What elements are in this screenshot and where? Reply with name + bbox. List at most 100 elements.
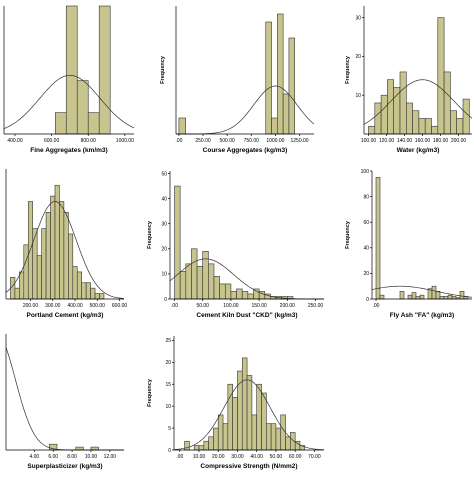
x-tick-label: 400.00 — [67, 303, 83, 309]
y-tick-label: 10 — [161, 272, 167, 278]
y-tick-label: 5 — [168, 426, 171, 432]
chart-svg: .00 50.00 100.00 150.00 200.00 250.00 0 10 20 30 4… — [147, 171, 324, 319]
x-tick-label: 100.00 — [361, 138, 377, 144]
x-tick-label: 200.00 — [451, 138, 467, 144]
histogram-bar — [213, 276, 220, 300]
histogram-bar — [179, 271, 187, 300]
x-tick-label: 120.00 — [379, 138, 395, 144]
histogram-bar — [380, 94, 388, 135]
histogram-bar — [87, 112, 100, 135]
y-tick-label: 15 — [165, 382, 171, 388]
x-tick-label: 400.00 — [7, 138, 23, 144]
x-tick-label: 40.00 — [250, 454, 263, 460]
histogram-bar — [447, 294, 453, 300]
chart-svg: 100.00 120.00 140.00 160.00 180.00 200.00 10 20… — [345, 6, 473, 154]
histogram-course-aggregates: .00 250.00 500.00 750.00 1000.00 1250.00 Cours… — [146, 0, 324, 158]
y-tick-label: 25 — [165, 338, 171, 344]
histogram-bar — [184, 440, 190, 451]
y-tick-label: 30 — [161, 222, 167, 228]
histogram-bar — [41, 228, 47, 300]
chart-svg: 200.00 300.00 400.00 500.00 600.00 Portland C… — [5, 169, 127, 319]
x-axis-label: Superplasticizer (kg/m3) — [27, 463, 102, 470]
histogram-bar — [393, 87, 401, 135]
histogram-bar — [419, 294, 425, 300]
histogram-bar — [99, 293, 105, 300]
histogram-bar — [198, 445, 205, 451]
y-axis-label: Frequency — [345, 55, 351, 84]
histogram-bar — [81, 282, 87, 300]
histogram-bar — [90, 287, 96, 300]
chart-svg: .00 250.00 500.00 750.00 1000.00 1250.00Cours… — [160, 6, 315, 154]
y-tick-label: 100 — [361, 169, 370, 175]
histogram-compressive-strength: .00 10.00 20.00 30.00 40.00 50.00 60.00 70.00 0 5… — [144, 328, 330, 474]
histogram-bar — [451, 296, 457, 300]
histogram-bar — [203, 440, 209, 451]
y-axis-label: Frequency — [345, 220, 351, 249]
histogram-bar — [241, 291, 249, 300]
x-tick-label: 250.00 — [308, 303, 324, 309]
histogram-bar — [439, 296, 445, 300]
x-tick-label: 4.00 — [29, 454, 39, 460]
chart-svg: 400.00 600.00 800.00 1000.00 Fine Aggregates… — [3, 5, 135, 154]
histogram-bar — [431, 125, 439, 135]
histogram-portland-cement: 200.00 300.00 400.00 500.00 600.00 Portland C… — [0, 163, 130, 323]
histogram-bar — [232, 397, 238, 451]
x-axis-label: Fine Aggregates (km/m3) — [30, 147, 107, 154]
chart-svg: .00 0 20 40 60 80 100 Fly Ash "FA" (kg/m3) Frequ… — [345, 169, 473, 319]
histogram-bar — [406, 102, 413, 135]
histogram-bar — [94, 293, 100, 300]
x-tick-label: 140.00 — [397, 138, 413, 144]
histogram-bar — [76, 80, 89, 135]
histogram-bar — [443, 296, 449, 300]
histogram-bar — [19, 271, 25, 300]
histogram-bar — [191, 248, 198, 300]
x-tick-label: 750.00 — [244, 138, 260, 144]
histogram-bar — [253, 288, 260, 300]
histogram-fine-aggregates: 400.00 600.00 800.00 1000.00 Fine Aggregates… — [0, 0, 140, 158]
y-tick-label: 0 — [168, 448, 171, 454]
y-tick-label: 80 — [363, 194, 369, 200]
histogram-bar — [246, 375, 253, 451]
histogram-bar — [374, 102, 382, 135]
normal-curve — [173, 379, 325, 451]
histogram-bar — [282, 93, 290, 135]
x-tick-label: 160.00 — [415, 138, 431, 144]
x-tick-label: .00 — [373, 303, 380, 309]
x-axis-label: Compressive Strength (N/mm2) — [200, 463, 297, 470]
histogram-bar — [63, 212, 69, 300]
histogram-bar — [256, 383, 262, 451]
histogram-bar — [174, 185, 181, 300]
x-tick-label: 30.00 — [231, 454, 244, 460]
y-tick-label: 0 — [366, 297, 369, 303]
histogram-bar — [424, 118, 432, 135]
x-tick-label: 200.00 — [280, 303, 296, 309]
histogram-bar — [450, 110, 458, 135]
y-tick-label: 20 — [161, 247, 167, 253]
histogram-bar — [418, 118, 426, 135]
histogram-bar — [54, 112, 67, 135]
histogram-bar — [208, 263, 215, 300]
histogram-superplasticizer: 4.00 6.00 8.00 10.00 12.00 Superplasticizer (… — [0, 328, 130, 474]
x-axis-label: Course Aggregates (kg/m3) — [203, 147, 288, 154]
histogram-bar — [68, 233, 74, 300]
histogram-bar — [202, 251, 209, 300]
histogram-bar — [288, 37, 295, 135]
y-tick-label: 50 — [161, 171, 167, 177]
histogram-bar — [456, 118, 464, 135]
y-tick-label: 0 — [164, 297, 167, 303]
x-tick-label: 6.00 — [48, 454, 58, 460]
y-axis-label: Frequency — [160, 55, 166, 84]
y-axis-label: Frequency — [147, 378, 153, 407]
histogram-bar — [14, 287, 20, 300]
x-tick-label: 1000.00 — [116, 138, 134, 144]
histogram-bar — [265, 21, 272, 135]
x-tick-label: 10.00 — [193, 454, 206, 460]
histogram-water: 100.00 120.00 140.00 160.00 180.00 200.00 10 20… — [342, 0, 474, 158]
histogram-bar — [59, 201, 65, 300]
histogram-bar — [285, 436, 291, 451]
y-tick-label: 40 — [363, 246, 369, 252]
histogram-bar — [219, 283, 226, 300]
x-axis-label: Fly Ash "FA" (kg/m3) — [390, 312, 454, 319]
histogram-bar — [50, 195, 56, 300]
